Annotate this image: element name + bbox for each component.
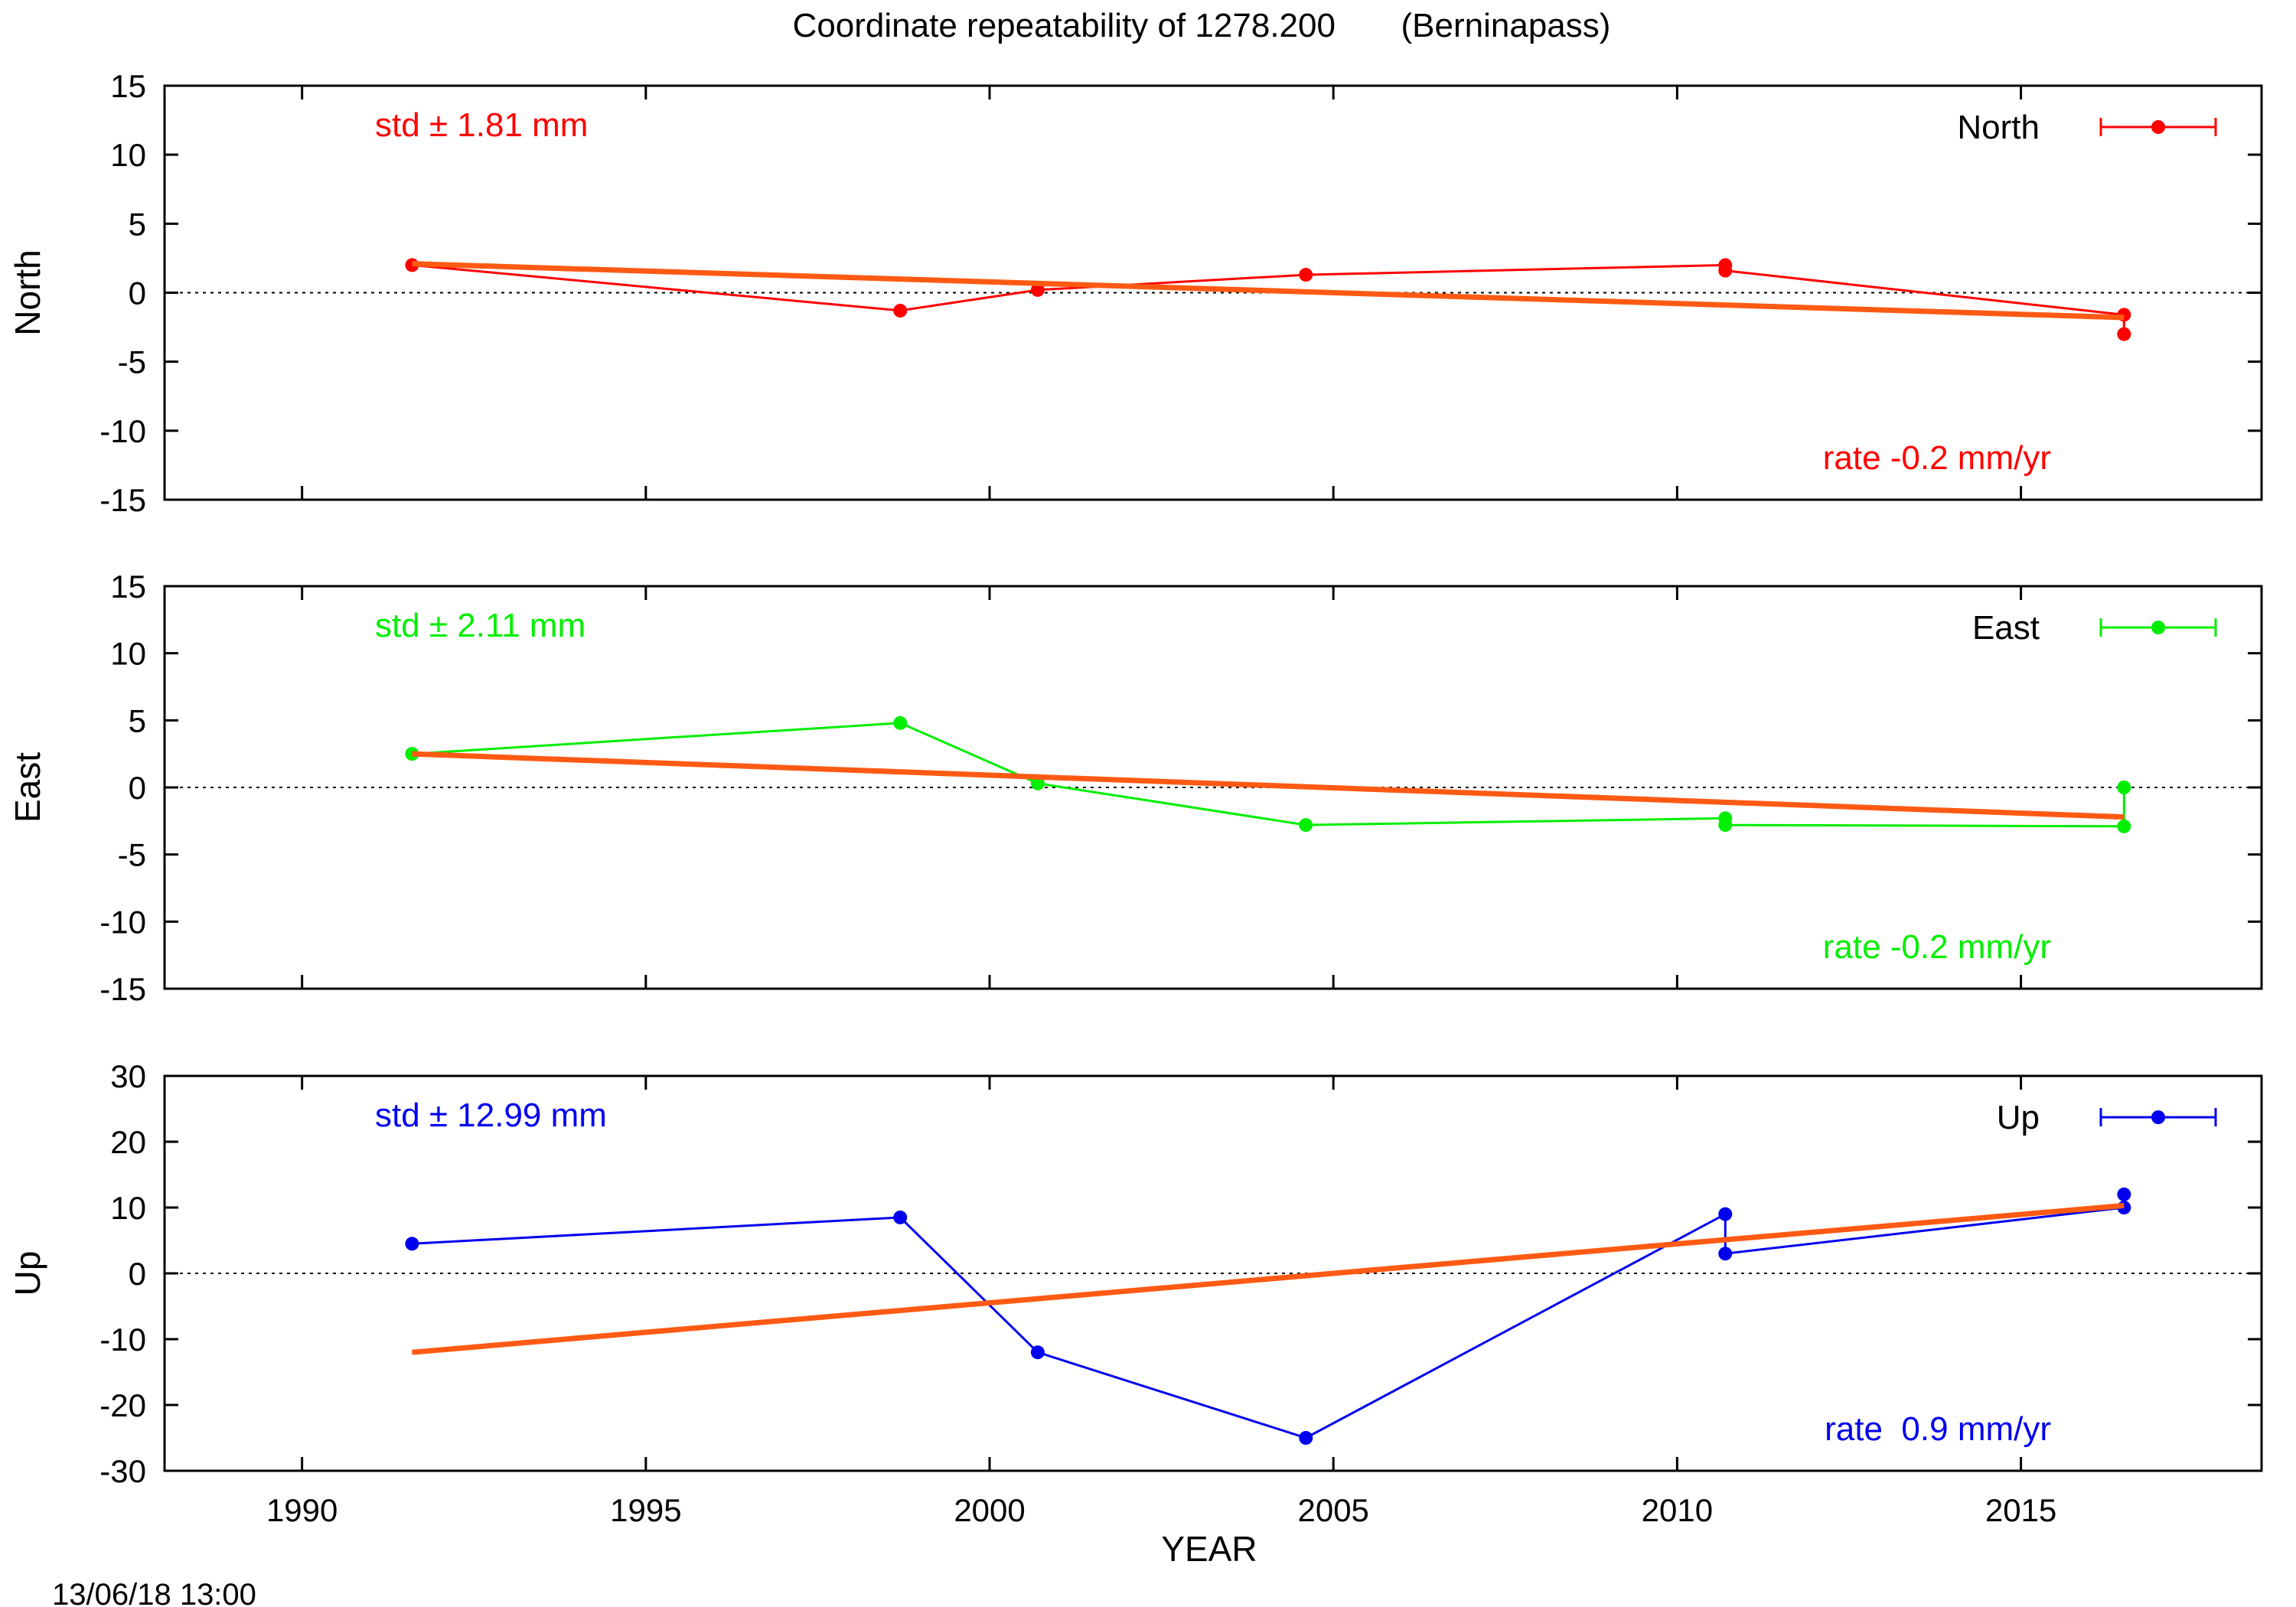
x-axis-label: YEAR (1161, 1529, 1257, 1569)
up-data-point (2117, 1187, 2131, 1201)
north-rate-label: rate -0.2 mm/yr (1823, 439, 2051, 477)
up-y-tick-label: 10 (110, 1190, 146, 1226)
east-y-tick-label: -10 (99, 904, 146, 940)
north-y-tick-label: 15 (110, 68, 146, 104)
east-data-point (2117, 781, 2131, 794)
north-legend-marker (2151, 120, 2165, 134)
east-data-point (1299, 818, 1313, 833)
north-y-tick-label: -15 (99, 482, 146, 518)
up-rate-label: rate 0.9 mm/yr (1825, 1410, 2051, 1448)
north-y-tick-label: -5 (118, 344, 146, 380)
north-y-axis-label: North (8, 249, 47, 335)
north-std-label: std ± 1.81 mm (375, 106, 588, 144)
east-data-point (1718, 818, 1733, 833)
east-data-point (2117, 819, 2131, 833)
up-y-axis-label: Up (8, 1251, 47, 1296)
east-data-point (1030, 776, 1045, 790)
up-std-label: std ± 12.99 mm (375, 1097, 607, 1134)
east-legend: East (1972, 609, 2217, 647)
x-tick-label: 2015 (1985, 1492, 2056, 1528)
east-y-axis-label: East (8, 752, 47, 823)
up-y-tick-label: 20 (110, 1124, 146, 1160)
up-data-point (1030, 1345, 1045, 1360)
up-legend-marker (2151, 1110, 2165, 1124)
east-legend-marker (2151, 621, 2165, 634)
north-panel: 15 10 5 0 -5 -10 -15 North std ± 1.81 mm rate -0.… (8, 68, 2263, 518)
x-tick-label: 2005 (1297, 1492, 1368, 1528)
north-legend-label: North (1957, 109, 2040, 146)
up-data-point (1299, 1431, 1313, 1445)
x-tick-label: 2010 (1642, 1492, 1713, 1528)
up-y-tick-label: 30 (110, 1058, 146, 1094)
x-tick-label: 2000 (954, 1492, 1025, 1528)
north-y-tick-label: 10 (110, 137, 146, 173)
east-trend-line (412, 751, 2125, 820)
north-y-tick-label: 0 (129, 275, 146, 311)
up-series-line (412, 1194, 2125, 1439)
north-legend: North (1957, 109, 2217, 146)
up-y-tick-label: 0 (129, 1256, 146, 1292)
east-rate-label: rate -0.2 mm/yr (1823, 928, 2051, 966)
up-y-tick-label: -10 (99, 1322, 146, 1358)
east-y-tick-label: -5 (118, 837, 146, 873)
north-data-point (893, 303, 908, 318)
north-trend-line (412, 261, 2125, 321)
up-y-tick-label: -30 (99, 1453, 146, 1489)
timestamp: 13/06/18 13:00 (52, 1578, 256, 1607)
up-y-tick-label: -20 (99, 1387, 146, 1423)
east-y-tick-label: 5 (129, 702, 146, 738)
up-data-point (1718, 1247, 1733, 1261)
north-y-tick-label: -10 (99, 413, 146, 449)
east-series-line (412, 722, 2125, 828)
north-series-line (412, 263, 2125, 334)
east-std-label: std ± 2.11 mm (375, 607, 585, 644)
up-data-point (405, 1237, 419, 1251)
north-data-point (1030, 282, 1045, 297)
chart-title: Coordinate repeatability of 1278.200 (Be… (793, 7, 1611, 44)
up-data-point (1718, 1207, 1733, 1221)
north-y-tick-label: 5 (129, 206, 146, 242)
east-panel: 15 10 5 0 -5 -10 -15 East std ± 2.11 mm rate -0.2… (8, 569, 2263, 1007)
north-data-point (1299, 268, 1313, 282)
east-y-tick-label: 0 (129, 770, 146, 806)
up-legend: Up (1997, 1099, 2217, 1136)
up-trend-line (412, 1202, 2125, 1355)
panels: 15 10 5 0 -5 -10 -15 North std ± 1.81 mm rate -0.… (8, 68, 2263, 1489)
up-data-point (893, 1210, 908, 1224)
x-tick-labels: 1990 1995 2000 2005 2010 2015 (266, 1492, 2056, 1528)
east-data-point (893, 715, 908, 730)
up-legend-label: Up (1997, 1099, 2040, 1136)
x-tick-label: 1995 (610, 1492, 681, 1528)
east-y-tick-label: 10 (110, 636, 146, 672)
east-legend-label: East (1972, 609, 2040, 647)
east-y-tick-label: 15 (110, 569, 146, 605)
north-data-point (1718, 263, 1733, 278)
x-tick-label: 1990 (266, 1492, 338, 1528)
north-data-point (2117, 327, 2131, 341)
east-y-tick-label: -15 (99, 971, 146, 1007)
up-panel: 30 20 10 0 -10 -20 -30 Up std ± 12.99 mm rate 0.9… (8, 1058, 2263, 1489)
